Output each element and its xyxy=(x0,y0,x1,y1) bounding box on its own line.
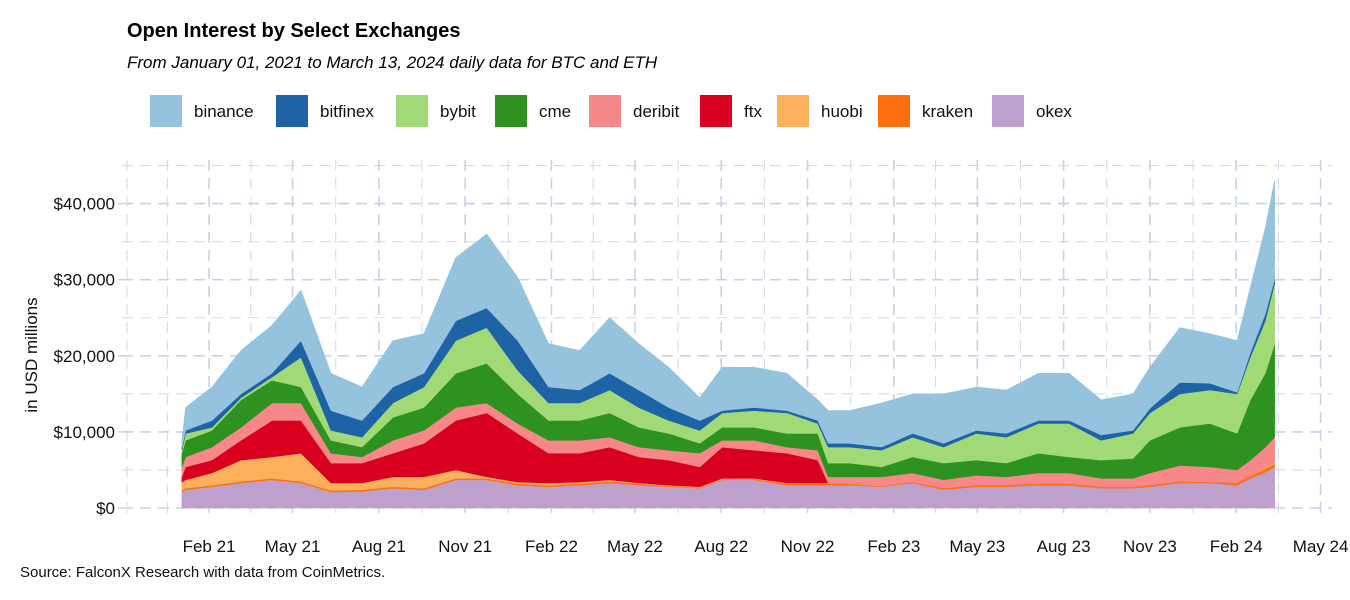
legend-label: binance xyxy=(194,102,254,121)
chart-subtitle: From January 01, 2021 to March 13, 2024 … xyxy=(127,53,658,72)
x-tick-label: Aug 23 xyxy=(1037,537,1091,556)
legend-swatch xyxy=(396,95,428,127)
x-tick-label: Feb 22 xyxy=(525,537,578,556)
x-tick-label: May 23 xyxy=(949,537,1005,556)
y-tick-label: $40,000 xyxy=(54,195,115,214)
legend-item-cme: cme xyxy=(495,95,571,127)
chart-title: Open Interest by Select Exchanges xyxy=(127,20,460,42)
legend-item-bybit: bybit xyxy=(396,95,476,127)
legend-swatch xyxy=(276,95,308,127)
legend: binance bitfinex bybit cme deribit ftx huobi kr… xyxy=(150,95,1072,127)
legend-swatch xyxy=(150,95,182,127)
y-axis: $0 $10,000 $20,000 $30,000 $40,000 xyxy=(54,195,122,518)
y-axis-label: in USD millions xyxy=(22,297,41,412)
y-tick-label: $10,000 xyxy=(54,423,115,442)
legend-label: bitfinex xyxy=(320,102,374,121)
x-tick-label: Aug 21 xyxy=(352,537,406,556)
legend-swatch xyxy=(495,95,527,127)
x-tick-label: Nov 21 xyxy=(438,537,492,556)
legend-label: ftx xyxy=(744,102,762,121)
legend-swatch xyxy=(777,95,809,127)
x-tick-label: Nov 22 xyxy=(781,537,835,556)
y-tick-label: $30,000 xyxy=(54,271,115,290)
legend-item-bitfinex: bitfinex xyxy=(276,95,374,127)
y-tick-label: $20,000 xyxy=(54,347,115,366)
legend-label: deribit xyxy=(633,102,680,121)
y-tick-label: $0 xyxy=(96,499,115,518)
x-tick-label: Nov 23 xyxy=(1123,537,1177,556)
x-tick-label: May 21 xyxy=(265,537,321,556)
legend-item-ftx: ftx xyxy=(700,95,762,127)
x-axis: Feb 21 May 21 Aug 21 Nov 21 Feb 22 May 22 Aug … xyxy=(183,537,1349,556)
legend-label: bybit xyxy=(440,102,476,121)
stacked-areas xyxy=(181,180,1275,509)
legend-item-okex: okex xyxy=(992,95,1072,127)
legend-swatch xyxy=(700,95,732,127)
legend-label: kraken xyxy=(922,102,973,121)
legend-item-kraken: kraken xyxy=(878,95,973,127)
legend-swatch xyxy=(992,95,1024,127)
legend-swatch xyxy=(589,95,621,127)
x-tick-label: Feb 24 xyxy=(1210,537,1263,556)
legend-item-binance: binance xyxy=(150,95,254,127)
legend-item-deribit: deribit xyxy=(589,95,680,127)
area-binance xyxy=(181,180,1275,448)
legend-swatch xyxy=(878,95,910,127)
x-tick-label: May 24 xyxy=(1293,537,1349,556)
legend-item-huobi: huobi xyxy=(777,95,863,127)
legend-label: okex xyxy=(1036,102,1072,121)
source-note: Source: FalconX Research with data from … xyxy=(20,564,385,581)
x-tick-label: Feb 21 xyxy=(183,537,236,556)
x-tick-label: May 22 xyxy=(607,537,663,556)
legend-label: cme xyxy=(539,102,571,121)
x-tick-label: Aug 22 xyxy=(694,537,748,556)
x-tick-label: Feb 23 xyxy=(867,537,920,556)
legend-label: huobi xyxy=(821,102,863,121)
